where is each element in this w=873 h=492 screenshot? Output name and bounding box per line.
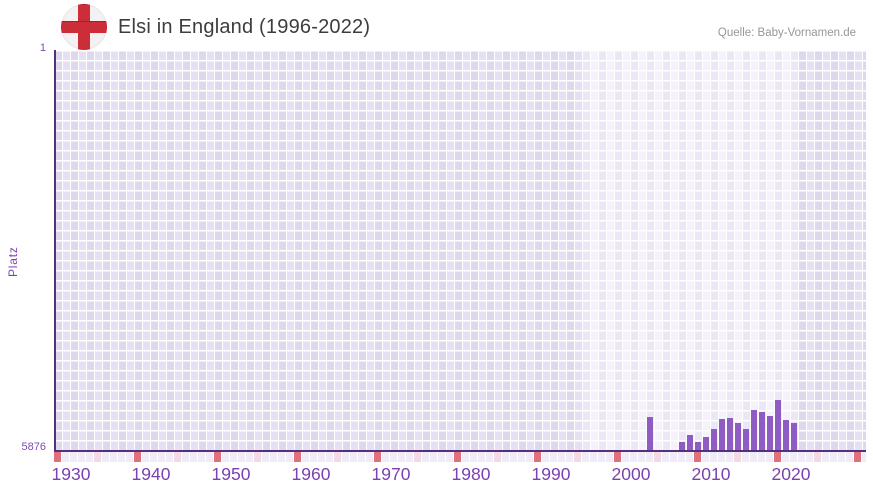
- plot-grid-post-range: [798, 50, 866, 450]
- bar-2020[interactable]: [775, 399, 781, 450]
- bar-2004[interactable]: [647, 416, 653, 450]
- x-axis-line: [54, 450, 866, 452]
- decade-marker-2020: [774, 452, 781, 462]
- y-axis-title: Platz: [6, 246, 20, 277]
- x-tick-label-1980: 1980: [451, 464, 491, 484]
- decade-marker-1950: [214, 452, 221, 462]
- x-tick-label-1950: 1950: [211, 464, 251, 484]
- bar-2015[interactable]: [735, 423, 741, 450]
- bar-2013[interactable]: [719, 418, 725, 450]
- x-tick-label-2000: 2000: [611, 464, 651, 484]
- y-tick-bottom: 5876: [21, 441, 46, 453]
- decade-marker-2030: [854, 452, 861, 462]
- flag-cross-horizontal: [61, 21, 107, 33]
- mid-decade-marker-1965: [334, 452, 341, 462]
- y-axis-line: [54, 50, 56, 452]
- bar-2018[interactable]: [759, 412, 765, 450]
- decade-marker-1930: [54, 452, 61, 462]
- bar-2009[interactable]: [687, 434, 693, 450]
- bar-2008[interactable]: [679, 442, 685, 450]
- x-tick-label-1990: 1990: [531, 464, 571, 484]
- bar-2011[interactable]: [703, 436, 709, 450]
- mid-decade-marker-1955: [254, 452, 261, 462]
- bar-2021[interactable]: [783, 419, 789, 450]
- source-attribution: Quelle: Baby-Vornamen.de: [717, 27, 856, 39]
- bar-2022[interactable]: [791, 423, 797, 450]
- plot-grid-pre-range: [54, 50, 582, 450]
- bar-2014[interactable]: [727, 417, 733, 450]
- bar-2016[interactable]: [743, 428, 749, 450]
- mid-decade-marker-1985: [494, 452, 501, 462]
- decade-marker-2010: [694, 452, 701, 462]
- bar-2012[interactable]: [711, 428, 717, 450]
- decade-marker-1990: [534, 452, 541, 462]
- x-tick-label-1940: 1940: [131, 464, 171, 484]
- mid-decade-marker-2025: [814, 452, 821, 462]
- mid-decade-marker-2015: [734, 452, 741, 462]
- mid-decade-marker-1935: [94, 452, 101, 462]
- plot-area: [54, 50, 866, 450]
- x-axis-labels: 1930 1940 1950 1960 1970 1980 1990 2000 2010 2020: [0, 464, 873, 488]
- x-tick-label-1970: 1970: [371, 464, 411, 484]
- x-tick-label-1960: 1960: [291, 464, 331, 484]
- england-flag-icon: [61, 4, 107, 50]
- decade-marker-2000: [614, 452, 621, 462]
- decade-marker-1980: [454, 452, 461, 462]
- decade-marker-1970: [374, 452, 381, 462]
- x-tick-label-1930: 1930: [51, 464, 91, 484]
- decade-marker-1940: [134, 452, 141, 462]
- y-tick-top: 1: [39, 42, 46, 54]
- bar-2010[interactable]: [695, 442, 701, 450]
- decade-marker-strip: [54, 452, 866, 462]
- decade-marker-1960: [294, 452, 301, 462]
- x-tick-label-2010: 2010: [691, 464, 731, 484]
- mid-decade-marker-1945: [174, 452, 181, 462]
- plot-grid-data-range: [582, 50, 798, 450]
- bar-2019[interactable]: [767, 415, 773, 450]
- x-tick-label-2020: 2020: [771, 464, 811, 484]
- mid-decade-marker-2005: [654, 452, 661, 462]
- mid-decade-marker-1975: [414, 452, 421, 462]
- bar-2017[interactable]: [751, 410, 757, 450]
- mid-decade-marker-1995: [574, 452, 581, 462]
- chart-title: Elsi in England (1996-2022): [118, 16, 371, 38]
